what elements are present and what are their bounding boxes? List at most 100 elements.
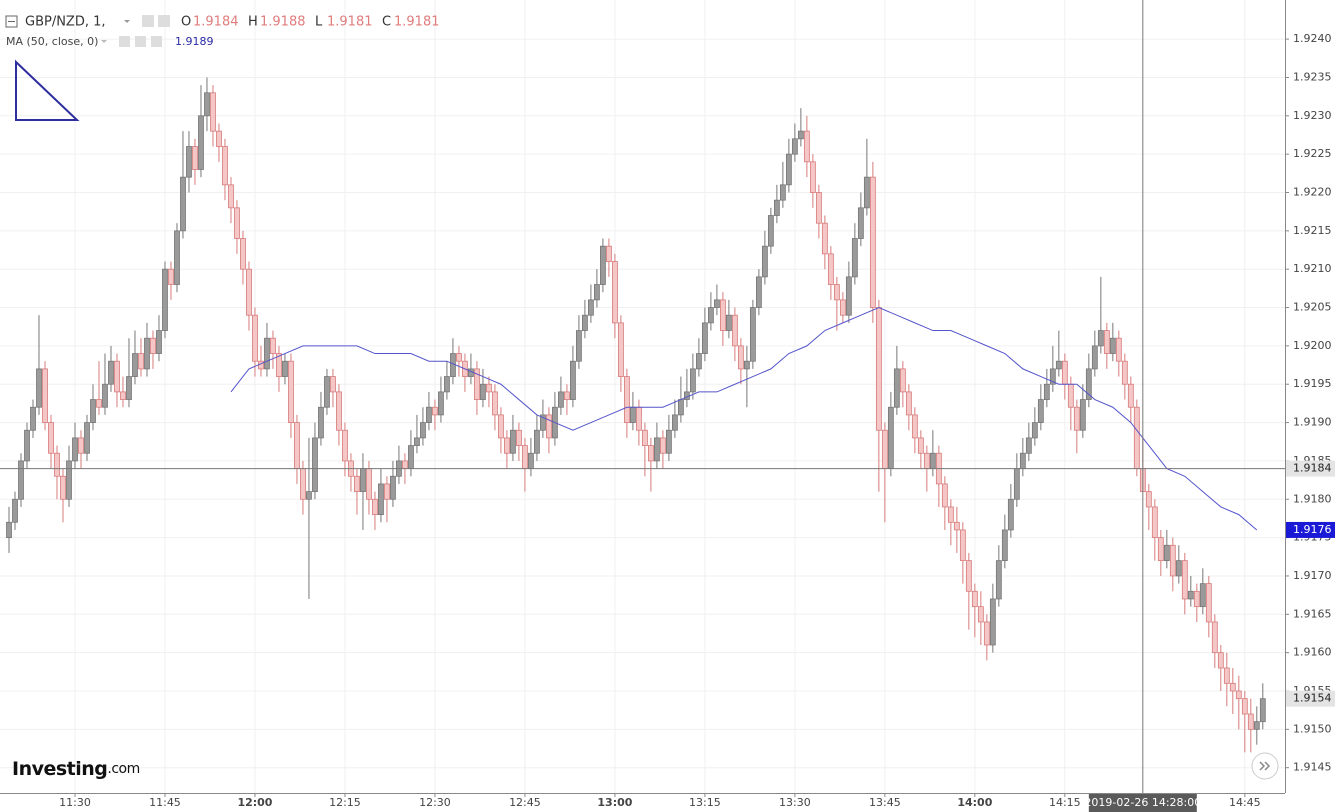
candle-body xyxy=(641,429,648,446)
candle-body xyxy=(1049,368,1056,385)
candle-body xyxy=(294,422,300,469)
candle-body xyxy=(282,360,288,377)
candle-body xyxy=(725,314,732,331)
candle-body xyxy=(851,238,858,278)
candle-body xyxy=(971,590,978,608)
candle-body xyxy=(594,284,600,301)
candle-body xyxy=(1019,452,1026,469)
candle-body xyxy=(384,483,390,500)
candle-body xyxy=(582,314,588,331)
candle-body xyxy=(707,307,714,324)
x-tick-label: 13:00 xyxy=(597,796,632,809)
candle-body xyxy=(887,406,894,469)
indicator-icon[interactable] xyxy=(119,36,130,47)
y-tick-label: 1.9225 xyxy=(1293,147,1332,160)
candle-body xyxy=(1115,337,1122,362)
candle-body xyxy=(300,468,306,500)
candle-body xyxy=(108,360,114,385)
candle-body xyxy=(522,445,528,469)
y-tick-label: 1.9180 xyxy=(1293,492,1332,505)
candle-body xyxy=(414,437,420,446)
candle-body xyxy=(156,330,162,354)
candle-body xyxy=(336,391,342,431)
candle-body xyxy=(941,483,948,508)
collapse-icon[interactable] xyxy=(5,15,18,28)
candle-body xyxy=(408,445,414,469)
candle-body xyxy=(1025,437,1032,454)
candle-body xyxy=(695,353,702,370)
triangle-drawing[interactable] xyxy=(15,59,80,121)
scroll-icon xyxy=(1259,761,1271,771)
candle-body xyxy=(1121,360,1128,385)
crosshair-time-box xyxy=(1088,794,1197,812)
candle-body xyxy=(749,307,756,362)
y-tick-label: 1.9195 xyxy=(1293,377,1332,390)
candle-body xyxy=(1223,667,1230,684)
candle-body xyxy=(330,376,336,393)
candle-body xyxy=(636,406,642,431)
x-tick-label: 13:30 xyxy=(779,796,811,809)
x-tick-label: 14:00 xyxy=(957,796,992,809)
indicator-icon[interactable] xyxy=(151,36,162,47)
candle-body xyxy=(1055,360,1062,370)
candle-body xyxy=(204,92,210,117)
candle-body xyxy=(132,353,138,377)
dropdown[interactable] xyxy=(101,40,107,43)
x-tick-label: 12:45 xyxy=(509,796,541,809)
ohlc-value: 1.9188 xyxy=(260,15,306,30)
settings-icon[interactable] xyxy=(158,15,170,27)
y-tick-label: 1.9145 xyxy=(1293,761,1332,774)
candle-body xyxy=(827,253,834,285)
candle-body xyxy=(857,207,864,239)
settings-icon[interactable] xyxy=(142,15,154,27)
y-tick-label: 1.9210 xyxy=(1293,262,1332,275)
candle-body xyxy=(833,284,840,301)
y-tick-label: 1.9230 xyxy=(1293,109,1332,122)
candle-body xyxy=(144,337,150,370)
indicator-icon[interactable] xyxy=(135,36,146,47)
candle-body xyxy=(54,452,60,477)
candle-body xyxy=(653,437,660,462)
candle-body xyxy=(809,161,816,193)
candle-body xyxy=(18,460,24,500)
candle-body xyxy=(618,322,624,377)
candle-body xyxy=(210,92,216,132)
candle-body xyxy=(797,130,804,140)
candle-body xyxy=(659,437,666,454)
candle-body xyxy=(1031,422,1038,439)
candle-body xyxy=(1097,330,1104,347)
candle-body xyxy=(953,521,960,531)
ma-price: 1.9176 xyxy=(1293,523,1332,536)
candle-body xyxy=(905,391,912,416)
candle-body xyxy=(1193,590,1200,608)
candle-body xyxy=(606,245,612,262)
candle-body xyxy=(6,521,12,539)
x-tick-label: 14:15 xyxy=(1049,796,1081,809)
candle-body xyxy=(1085,368,1092,400)
candle-body xyxy=(1067,383,1074,408)
candle-body xyxy=(899,368,906,393)
candle-body xyxy=(540,414,546,431)
candle-body xyxy=(1205,583,1212,623)
candle-body xyxy=(66,460,72,500)
logo: Investing.com xyxy=(12,758,140,780)
candle-body xyxy=(546,414,552,439)
candle-body xyxy=(689,368,696,393)
candle-body xyxy=(24,429,30,462)
moving-average xyxy=(230,306,1258,531)
y-tick-label: 1.9215 xyxy=(1293,224,1332,237)
y-tick-label: 1.9200 xyxy=(1293,339,1332,352)
candle-body xyxy=(564,391,570,400)
indicator: MA (50, close, 0) xyxy=(6,35,98,48)
candle-body xyxy=(516,429,522,446)
logo-suffix: .com xyxy=(107,761,139,777)
ohlc-label: O xyxy=(181,15,191,30)
dropdown[interactable] xyxy=(124,20,130,23)
candle-body xyxy=(1091,345,1098,370)
ohlc-value: 1.9181 xyxy=(394,15,440,30)
candle-body xyxy=(839,299,846,316)
y-tick-label: 1.9220 xyxy=(1293,185,1332,198)
candle-body xyxy=(761,245,768,278)
